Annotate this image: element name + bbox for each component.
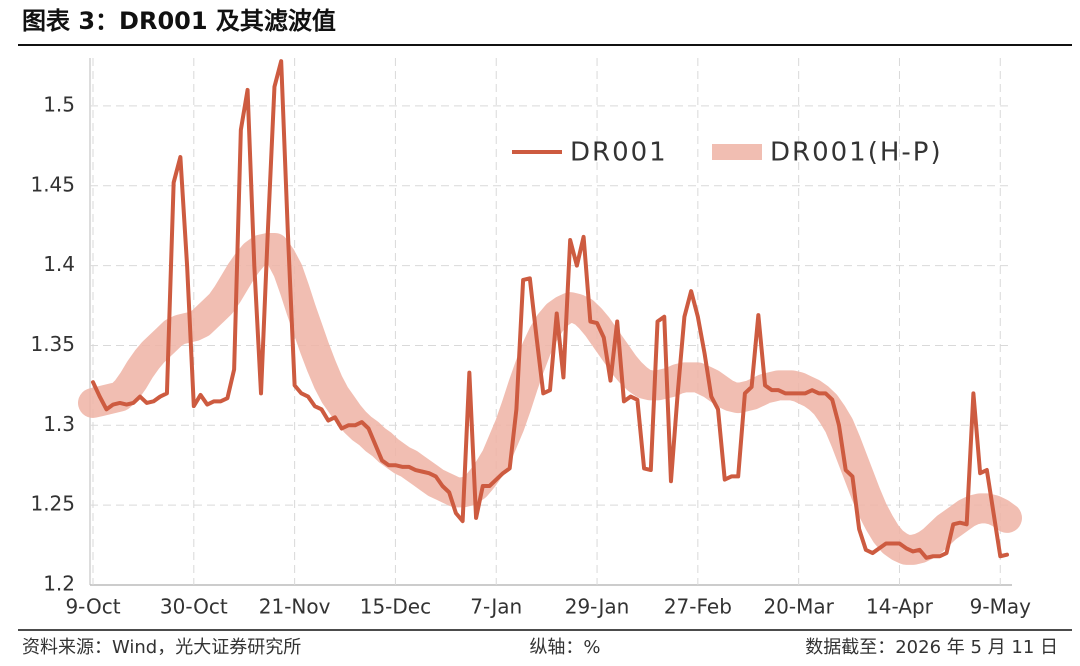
x-tick-label: 15-Dec <box>360 595 431 619</box>
data-line <box>91 59 1009 560</box>
y-tick-label: 1.3 <box>43 412 75 436</box>
x-tick-label: 9-May <box>970 595 1031 619</box>
x-tick-label: 9-Oct <box>65 595 120 619</box>
y-tick-label: 1.45 <box>30 172 75 196</box>
x-tick-label: 29-Jan <box>565 595 630 619</box>
y-tick-label: 1.5 <box>43 92 75 116</box>
date-note: 数据截至：2026 年 5 月 11 日 <box>805 637 1058 658</box>
x-tick-label: 20-Mar <box>763 595 834 619</box>
y-tick-label: 1.35 <box>30 332 75 356</box>
x-tick-label: 21-Nov <box>259 595 331 619</box>
legend-label: DR001(H-P) <box>770 138 943 168</box>
axis-note: 纵轴：% <box>529 637 600 658</box>
source-note: 资料来源：Wind，光大证券研究所 <box>22 637 301 658</box>
y-tick-label: 1.2 <box>43 572 75 596</box>
x-tick-label: 7-Jan <box>470 595 522 619</box>
legend-label: DR001 <box>570 138 668 168</box>
x-tick-label: 14-Apr <box>866 595 934 619</box>
y-tick-label: 1.4 <box>43 252 75 276</box>
x-tick-label: 27-Feb <box>664 595 732 619</box>
chart-title: 图表 3：DR001 及其滤波值 <box>22 7 336 35</box>
x-tick-label: 30-Oct <box>160 595 228 619</box>
filter-band <box>78 233 1022 565</box>
y-tick-label: 1.25 <box>30 492 75 516</box>
